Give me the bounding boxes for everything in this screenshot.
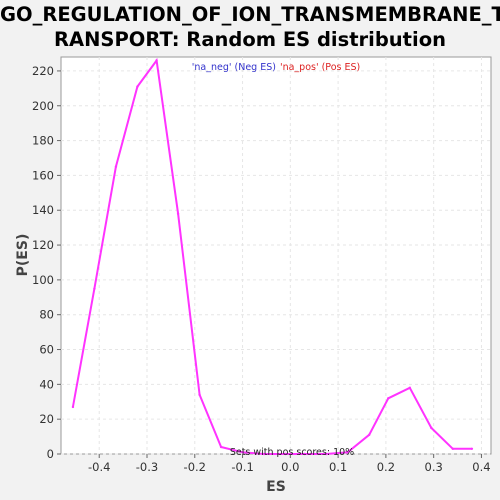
y-tick-label: 20 [39, 412, 54, 426]
series-point [114, 165, 118, 168]
plot-area [60, 56, 492, 455]
y-ticks: 0 20 40 60 80 100 120 140 160 180 200 220 [32, 64, 61, 461]
y-tick-label: 0 [47, 447, 54, 461]
series-point [387, 397, 390, 400]
x-tick-label: 0.2 [377, 460, 395, 474]
series-point [219, 445, 223, 449]
chart-title: GO_REGULATION_OF_ION_TRANSMEMBRANE_T RAN… [0, 2, 500, 52]
series-point [93, 287, 96, 290]
x-tick-label: -0.2 [184, 460, 206, 474]
series-point [367, 433, 371, 437]
x-tick-label: -0.1 [231, 460, 253, 474]
y-tick-label: 40 [39, 377, 54, 391]
series-point [241, 451, 244, 454]
x-tick-label: -0.3 [136, 460, 158, 474]
y-tick-label: 80 [39, 308, 54, 322]
x-tick-label: 0.1 [329, 460, 347, 474]
y-tick-label: 220 [32, 64, 54, 78]
y-tick-label: 140 [32, 203, 54, 217]
series-point [430, 426, 433, 430]
series-point [155, 59, 158, 62]
series-point [451, 447, 454, 450]
x-tick-label: 0.4 [472, 460, 490, 474]
series-point [303, 452, 306, 456]
y-tick-label: 160 [32, 168, 54, 182]
x-tick-label: -0.4 [88, 460, 110, 474]
legend-entry-pos: 'na_pos' (Pos ES) [280, 62, 360, 73]
legend-entry-neg: 'na_neg' (Neg ES) [192, 62, 276, 73]
series-point [262, 452, 266, 456]
legend: 'na_neg' (Neg ES) 'na_pos' (Pos ES) [192, 62, 360, 73]
series-point [136, 85, 139, 88]
x-ticks: -0.4 -0.3 -0.2 -0.1 0.0 0.1 0.2 0.3 0.4 [88, 454, 491, 474]
series-point [470, 447, 474, 450]
series-point [284, 452, 287, 456]
series-point [198, 393, 201, 396]
series-points [71, 59, 474, 456]
series-point [408, 386, 411, 390]
x-tick-label: 0.3 [425, 460, 443, 474]
x-axis-label: ES [266, 479, 286, 495]
series-point [324, 452, 328, 456]
y-axis-label: P(ES) [15, 234, 31, 277]
y-tick-label: 200 [32, 99, 54, 113]
y-tick-label: 180 [32, 134, 54, 148]
grid [61, 57, 491, 455]
x-tick-label: 0.0 [281, 460, 299, 474]
y-tick-label: 100 [32, 273, 54, 287]
series-point [71, 405, 75, 409]
chart-title-line-1: GO_REGULATION_OF_ION_TRANSMEMBRANE_T [0, 3, 500, 26]
y-tick-label: 120 [32, 238, 54, 252]
y-tick-label: 60 [39, 343, 54, 357]
series-point [346, 451, 349, 454]
series-point [176, 212, 180, 215]
chart-title-line-2: RANSPORT: Random ES distribution [54, 28, 446, 51]
annotation: Sets with pos scores: 10% [230, 447, 354, 458]
series-line [71, 57, 472, 455]
